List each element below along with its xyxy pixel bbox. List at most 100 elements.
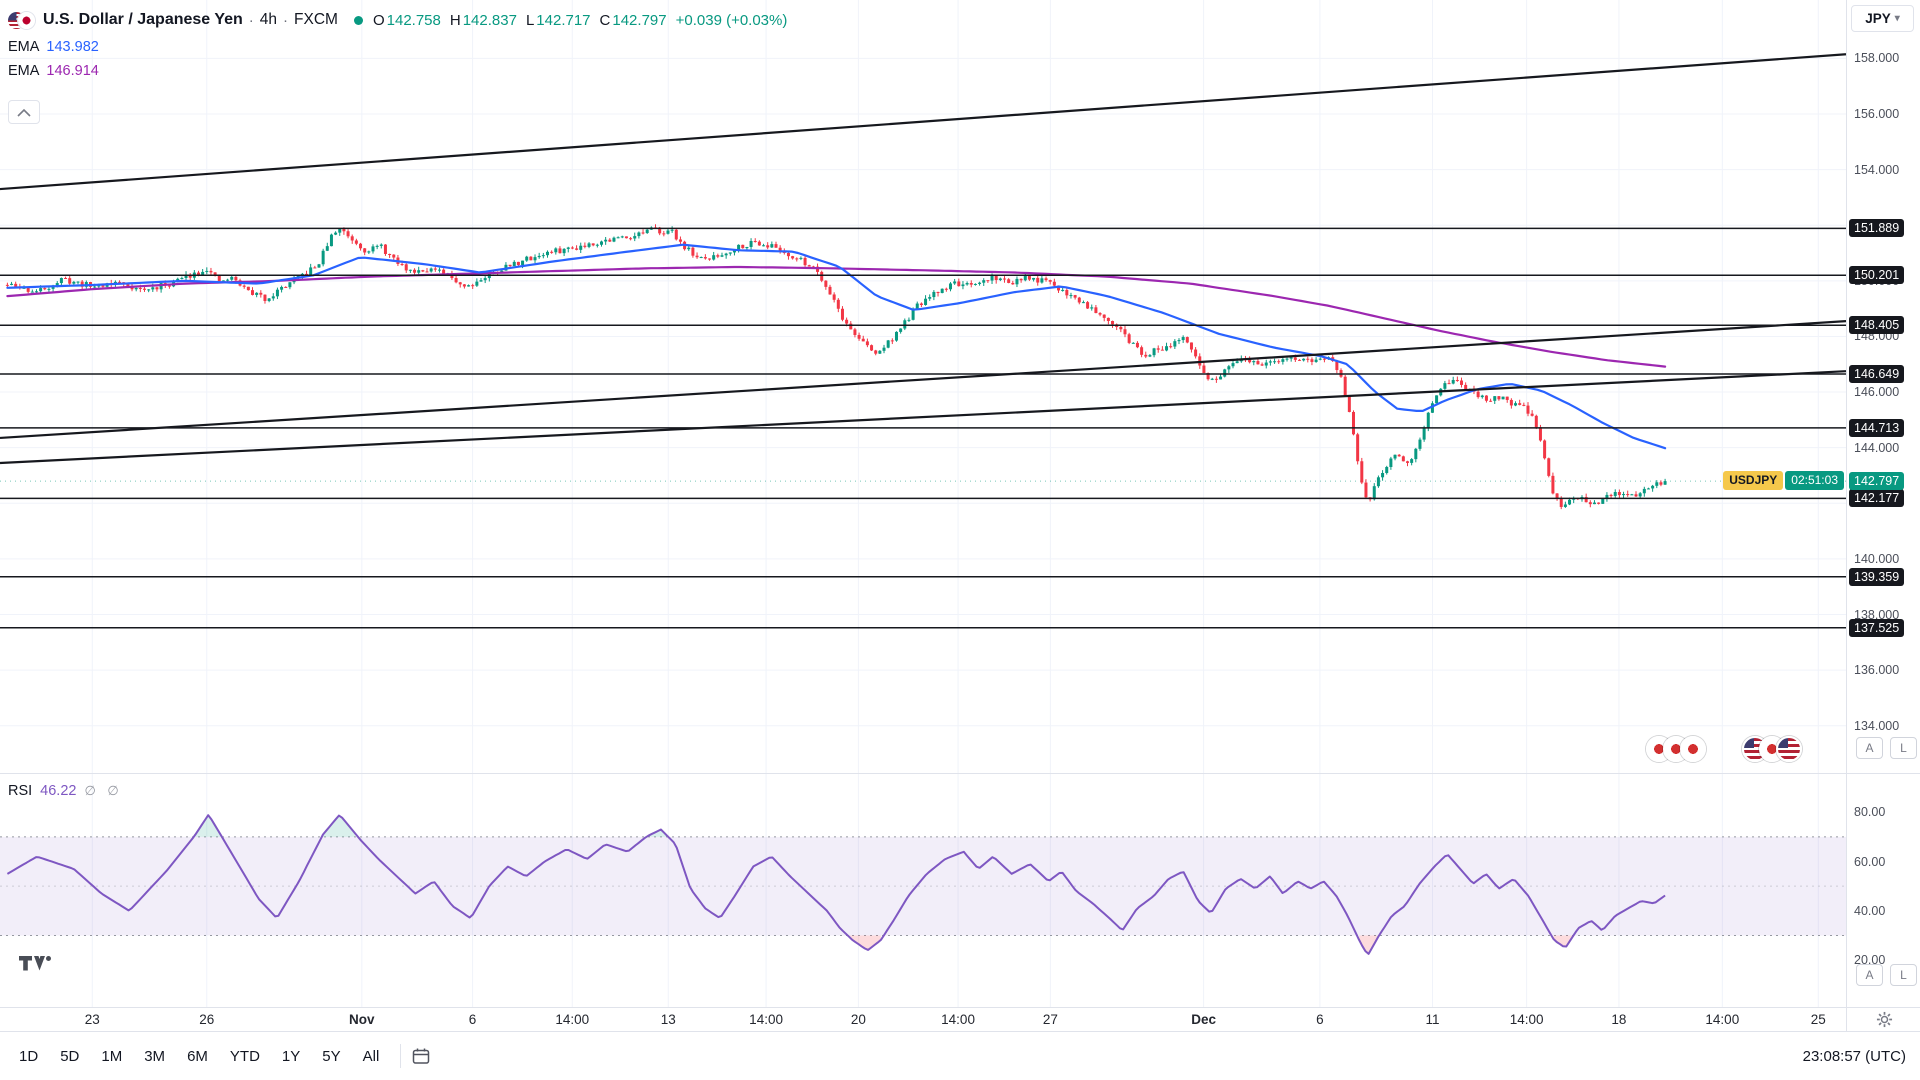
- auto-scale-button[interactable]: A: [1856, 964, 1883, 986]
- rsi-pane[interactable]: RSI 46.22 ∅ ∅: [0, 774, 1846, 1007]
- japan-flag-icon[interactable]: [1680, 736, 1706, 762]
- time-tick-label: 14:00: [749, 1012, 783, 1027]
- rsi-tick-label: 20.00: [1854, 953, 1886, 968]
- symbol-pair-flags-icon: [8, 11, 35, 29]
- price-tick-label: 138.000: [1854, 607, 1900, 622]
- session-clock[interactable]: 23:08:57 (UTC): [1802, 1047, 1906, 1065]
- currency-label: JPY: [1865, 11, 1891, 26]
- date-range-buttons: 1D 5D 1M 3M 6M YTD 1Y 5Y All: [0, 1042, 390, 1071]
- time-tick-label: 14:00: [1705, 1012, 1740, 1027]
- symbol-chip: USDJPY: [1723, 471, 1784, 491]
- toolbar-separator: [0, 1031, 1920, 1032]
- candlestick-chart-canvas[interactable]: [0, 0, 1846, 773]
- rsi-legend-row[interactable]: RSI 46.22 ∅ ∅: [8, 783, 123, 799]
- event-marker-group[interactable]: [1742, 736, 1802, 762]
- title-separator: ·: [283, 11, 289, 29]
- rsi-tick-label: 60.00: [1854, 854, 1886, 869]
- time-tick-label: 14:00: [1509, 1012, 1544, 1027]
- price-level-badge: 137.525: [1849, 618, 1905, 637]
- range-button-all[interactable]: All: [352, 1042, 391, 1071]
- rsi-chart-canvas[interactable]: [0, 774, 1846, 1007]
- range-button-1m[interactable]: 1M: [90, 1042, 133, 1071]
- price-tick-label: 156.000: [1854, 107, 1900, 121]
- exchange-label[interactable]: FXCM: [294, 11, 338, 28]
- range-button-5y[interactable]: 5Y: [311, 1042, 351, 1071]
- chevron-down-icon: ▾: [1894, 13, 1900, 24]
- log-scale-button[interactable]: L: [1890, 964, 1917, 986]
- time-axis-separator: [0, 1007, 1920, 1008]
- tradingview-logo[interactable]: [17, 952, 53, 979]
- time-tick-label: 6: [1316, 1012, 1324, 1027]
- bar-countdown-chip: 02:51:03: [1785, 471, 1844, 491]
- price-tick-label: 134.000: [1854, 718, 1900, 733]
- go-to-date-button[interactable]: [411, 1046, 431, 1066]
- rsi-hidden-values-icons[interactable]: ∅ ∅: [84, 783, 123, 798]
- chart-legend: U.S. Dollar / Japanese Yen · 4h · FXCM O…: [8, 8, 787, 80]
- time-tick-label: 13: [660, 1012, 676, 1027]
- price-level-badge: 148.405: [1849, 316, 1905, 335]
- time-tick-label: 6: [468, 1012, 477, 1027]
- price-level-badge: 146.649: [1849, 365, 1905, 383]
- symbol-legend-row: U.S. Dollar / Japanese Yen · 4h · FXCM O…: [8, 8, 787, 32]
- log-scale-button[interactable]: L: [1890, 737, 1917, 759]
- title-separator: ·: [248, 11, 254, 29]
- price-axis[interactable]: JPY ▾ 158.000156.000154.000152.000150.00…: [1846, 0, 1920, 1031]
- price-level-badge: 142.177: [1849, 489, 1905, 508]
- legend-collapse-button[interactable]: [8, 100, 40, 124]
- toolbar-divider: [400, 1044, 402, 1068]
- interval-label[interactable]: 4h: [259, 11, 278, 28]
- ohlc-values: O 142.758 H 142.837 L 142.717 C 142.797 +0.039 (…: [372, 11, 788, 29]
- time-tick-label: 23: [84, 1012, 100, 1027]
- time-tick-label: 14:00: [555, 1012, 590, 1027]
- countdown-label: USDJPY 02:51:03: [1723, 471, 1844, 491]
- auto-scale-button[interactable]: A: [1856, 737, 1883, 759]
- range-button-5d[interactable]: 5D: [49, 1042, 90, 1071]
- ema-fast-value: 143.982: [46, 38, 99, 55]
- chevron-up-icon: [17, 108, 31, 117]
- time-tick-label: 26: [199, 1012, 215, 1027]
- time-tick-label: 25: [1810, 1012, 1826, 1027]
- time-tick-label: Dec: [1191, 1012, 1216, 1027]
- currency-dropdown[interactable]: JPY ▾: [1851, 5, 1914, 32]
- price-tick-label: 136.000: [1854, 663, 1900, 678]
- price-change: +0.039 (+0.03%): [675, 11, 788, 29]
- time-axis[interactable]: 23 26 Nov 6 14:00 13 14:00 20 14:00 27 Dec 6 11 14:00…: [0, 1008, 1846, 1031]
- us-flag-icon[interactable]: [1776, 736, 1802, 762]
- range-button-3m[interactable]: 3M: [133, 1042, 176, 1071]
- price-level-badge: 144.713: [1849, 418, 1905, 437]
- main-price-pane[interactable]: U.S. Dollar / Japanese Yen · 4h · FXCM O…: [0, 0, 1846, 773]
- ema-slow-legend-row[interactable]: EMA 146.914: [8, 62, 99, 79]
- price-level-badge: 151.889: [1849, 219, 1905, 238]
- rsi-label: RSI: [8, 783, 33, 799]
- tradingview-logo-icon: [19, 956, 51, 971]
- pane-separator[interactable]: [0, 773, 1920, 774]
- range-button-6m[interactable]: 6M: [176, 1042, 219, 1071]
- rsi-tick-label: 80.00: [1854, 805, 1886, 820]
- rsi-tick-label: 40.00: [1854, 903, 1886, 918]
- chart-area: U.S. Dollar / Japanese Yen · 4h · FXCM O…: [0, 0, 1846, 1031]
- time-tick-label: 14:00: [941, 1012, 975, 1027]
- price-tick-label: 140.000: [1854, 551, 1900, 566]
- rsi-value: 46.22: [40, 783, 77, 799]
- ema-fast-legend-row[interactable]: EMA 143.982: [8, 38, 99, 55]
- price-level-badge: 150.201: [1849, 266, 1905, 285]
- symbol-title[interactable]: U.S. Dollar / Japanese Yen: [43, 11, 243, 28]
- range-button-ytd[interactable]: YTD: [219, 1042, 271, 1071]
- range-button-1y[interactable]: 1Y: [271, 1042, 311, 1071]
- ema-slow-value: 146.914: [46, 62, 99, 79]
- price-tick-label: 144.000: [1854, 440, 1900, 455]
- calendar-icon: [413, 1048, 430, 1064]
- range-button-1d[interactable]: 1D: [8, 1042, 49, 1071]
- price-level-badge: 139.359: [1849, 567, 1905, 586]
- bottom-toolbar: 1D 5D 1M 3M 6M YTD 1Y 5Y All 23:08:57 (UTC): [0, 1032, 1920, 1080]
- time-tick-label: 27: [1042, 1012, 1058, 1027]
- time-tick-label: Nov: [349, 1012, 375, 1027]
- price-tick-label: 158.000: [1854, 51, 1900, 66]
- settings-gear-icon[interactable]: [1873, 1009, 1895, 1030]
- event-marker-group[interactable]: [1646, 736, 1706, 762]
- time-tick-label: 11: [1425, 1012, 1440, 1027]
- price-tick-label: 146.000: [1854, 385, 1900, 400]
